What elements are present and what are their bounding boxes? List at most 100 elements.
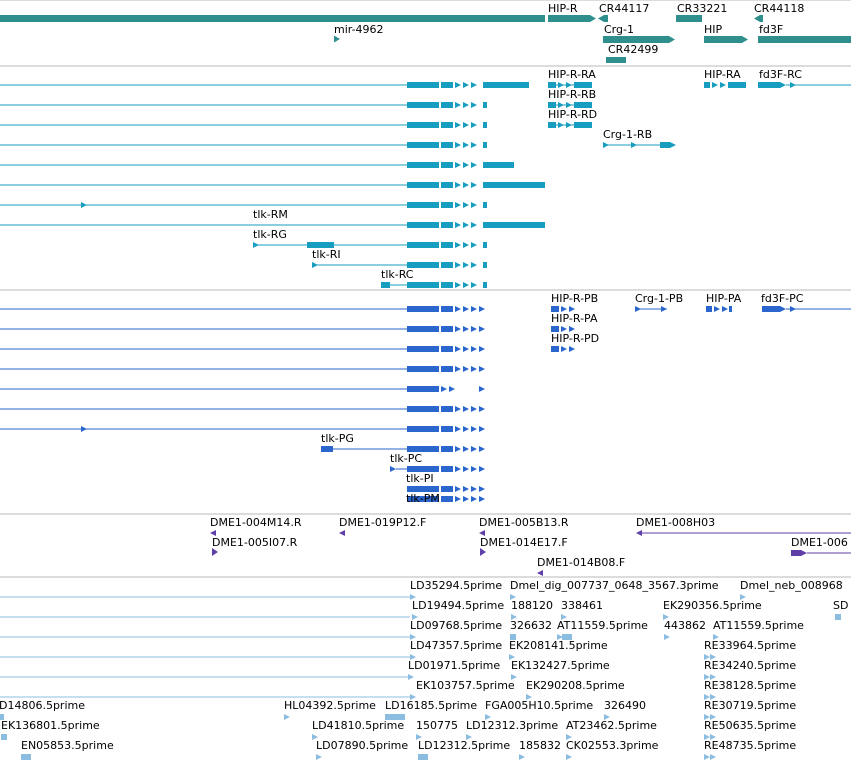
exon-block[interactable] xyxy=(407,496,439,502)
est-label[interactable]: 150775 xyxy=(416,719,458,732)
transcript-label[interactable]: HIP-R-RB xyxy=(548,88,597,101)
exon-block[interactable] xyxy=(483,182,545,188)
exon-block[interactable] xyxy=(441,262,453,268)
cdna-feature[interactable] xyxy=(791,550,801,556)
est-label[interactable]: LD47357.5prime xyxy=(410,639,503,652)
est-feature[interactable] xyxy=(562,634,572,640)
exon-block[interactable] xyxy=(483,262,487,268)
est-label[interactable]: EK132427.5prime xyxy=(511,659,610,672)
gene-feature[interactable] xyxy=(604,15,608,22)
exon-block[interactable] xyxy=(441,202,453,208)
exon-block[interactable] xyxy=(407,406,439,412)
gene-label[interactable]: Crg-1 xyxy=(604,23,634,36)
exon-block[interactable] xyxy=(407,182,439,188)
exon-block[interactable] xyxy=(441,346,453,352)
exon-block[interactable] xyxy=(483,102,487,108)
gene-label[interactable]: HIP xyxy=(704,23,723,36)
est-label[interactable]: 185832 xyxy=(519,739,561,752)
exon-block[interactable] xyxy=(407,82,439,88)
gene-label[interactable]: CR44118 xyxy=(754,2,805,15)
est-label[interactable]: LD12312.5prime xyxy=(418,739,511,752)
est-label[interactable]: 188120 xyxy=(511,599,553,612)
gene-label[interactable]: CR33221 xyxy=(677,2,728,15)
est-label[interactable]: LD19494.5prime xyxy=(412,599,505,612)
est-label[interactable]: 338461 xyxy=(561,599,603,612)
est-label[interactable]: RE50635.5prime xyxy=(704,719,797,732)
gene-feature[interactable] xyxy=(548,15,590,22)
est-label[interactable]: LD35294.5prime xyxy=(410,579,503,592)
exon-block[interactable] xyxy=(548,102,556,108)
est-label[interactable]: LD12312.3prime xyxy=(466,719,559,732)
protein-label[interactable]: HIP-R-PD xyxy=(551,332,600,345)
est-label[interactable]: LD01971.5prime xyxy=(408,659,501,672)
est-label[interactable]: AT11559.5prime xyxy=(713,619,804,632)
est-label[interactable]: LD07890.5prime xyxy=(316,739,409,752)
exon-block[interactable] xyxy=(483,282,487,288)
exon-block[interactable] xyxy=(729,306,732,312)
est-label[interactable]: RE30719.5prime xyxy=(704,699,797,712)
exon-block[interactable] xyxy=(407,242,439,248)
exon-block[interactable] xyxy=(407,262,439,268)
gene-feature[interactable] xyxy=(760,15,763,22)
exon-block[interactable] xyxy=(441,446,453,452)
exon-block[interactable] xyxy=(407,102,439,108)
transcript-label[interactable]: HIP-R-RA xyxy=(548,68,596,81)
est-label[interactable]: 443862 xyxy=(664,619,706,632)
exon-block[interactable] xyxy=(441,182,453,188)
exon-block[interactable] xyxy=(407,282,439,288)
exon-block[interactable] xyxy=(441,222,453,228)
est-label[interactable]: LD09768.5prime xyxy=(410,619,503,632)
gene-label[interactable]: HIP-R xyxy=(548,2,578,15)
est-label[interactable]: LD16185.5prime xyxy=(385,699,478,712)
est-feature[interactable] xyxy=(21,754,31,760)
est-label[interactable]: RE34240.5prime xyxy=(704,659,797,672)
exon-block[interactable] xyxy=(441,242,453,248)
exon-block[interactable] xyxy=(551,306,559,312)
exon-block[interactable] xyxy=(441,326,453,332)
est-label[interactable]: AT23462.5prime xyxy=(566,719,657,732)
est-label[interactable]: Dmel_neb_008968 xyxy=(740,579,843,592)
transcript-label[interactable]: Crg-1-RB xyxy=(603,128,653,141)
cdna-feature[interactable] xyxy=(212,548,218,556)
est-label[interactable]: Dmel_dig_007737_0648_3567.3prime xyxy=(510,579,719,592)
exon-block[interactable] xyxy=(407,202,439,208)
est-feature[interactable] xyxy=(835,614,841,620)
est-feature[interactable] xyxy=(385,714,405,720)
protein-label[interactable]: HIP-R-PB xyxy=(551,292,599,305)
transcript-label[interactable]: tlk-RI xyxy=(312,248,341,261)
est-label[interactable]: EN05853.5prime xyxy=(21,739,114,752)
est-label[interactable]: EK290356.5prime xyxy=(663,599,762,612)
exon-block[interactable] xyxy=(441,366,453,372)
exon-block[interactable] xyxy=(407,306,439,312)
exon-block[interactable] xyxy=(407,346,439,352)
exon-block[interactable] xyxy=(407,122,439,128)
exon-block[interactable] xyxy=(407,222,439,228)
exon-block[interactable] xyxy=(407,366,439,372)
exon-block[interactable] xyxy=(407,386,439,392)
cdna-feature[interactable] xyxy=(480,548,486,556)
exon-block[interactable] xyxy=(441,122,453,128)
protein-label[interactable]: tlk-PI xyxy=(406,472,434,485)
exon-block[interactable] xyxy=(728,82,746,88)
est-feature[interactable] xyxy=(510,634,516,640)
cdna-label[interactable]: DME1-005I07.R xyxy=(212,536,298,549)
protein-label[interactable]: tlk-PC xyxy=(390,452,423,465)
cdna-label[interactable]: DME1-014B08.F xyxy=(537,556,626,569)
gene-label[interactable]: CR44117 xyxy=(599,2,650,15)
exon-block[interactable] xyxy=(407,162,439,168)
est-label[interactable]: SD xyxy=(833,599,849,612)
exon-block[interactable] xyxy=(483,122,487,128)
gene-label[interactable]: CR42499 xyxy=(608,43,659,56)
transcript-label[interactable]: fd3F-RC xyxy=(759,68,802,81)
cdna-label[interactable]: DME1-019P12.F xyxy=(339,516,427,529)
est-label[interactable]: SD14806.5prime xyxy=(0,699,85,712)
protein-label[interactable]: tlk-PG xyxy=(321,432,354,445)
exon-block[interactable] xyxy=(551,326,559,332)
gene-feature[interactable] xyxy=(0,15,545,22)
cdna-label[interactable]: DME1-005B13.R xyxy=(479,516,569,529)
est-label[interactable]: FGA005H10.5prime xyxy=(485,699,594,712)
exon-block[interactable] xyxy=(483,142,487,148)
est-label[interactable]: EK136801.5prime xyxy=(1,719,100,732)
est-label[interactable]: RE48735.5prime xyxy=(704,739,797,752)
est-label[interactable]: HL04392.5prime xyxy=(284,699,376,712)
